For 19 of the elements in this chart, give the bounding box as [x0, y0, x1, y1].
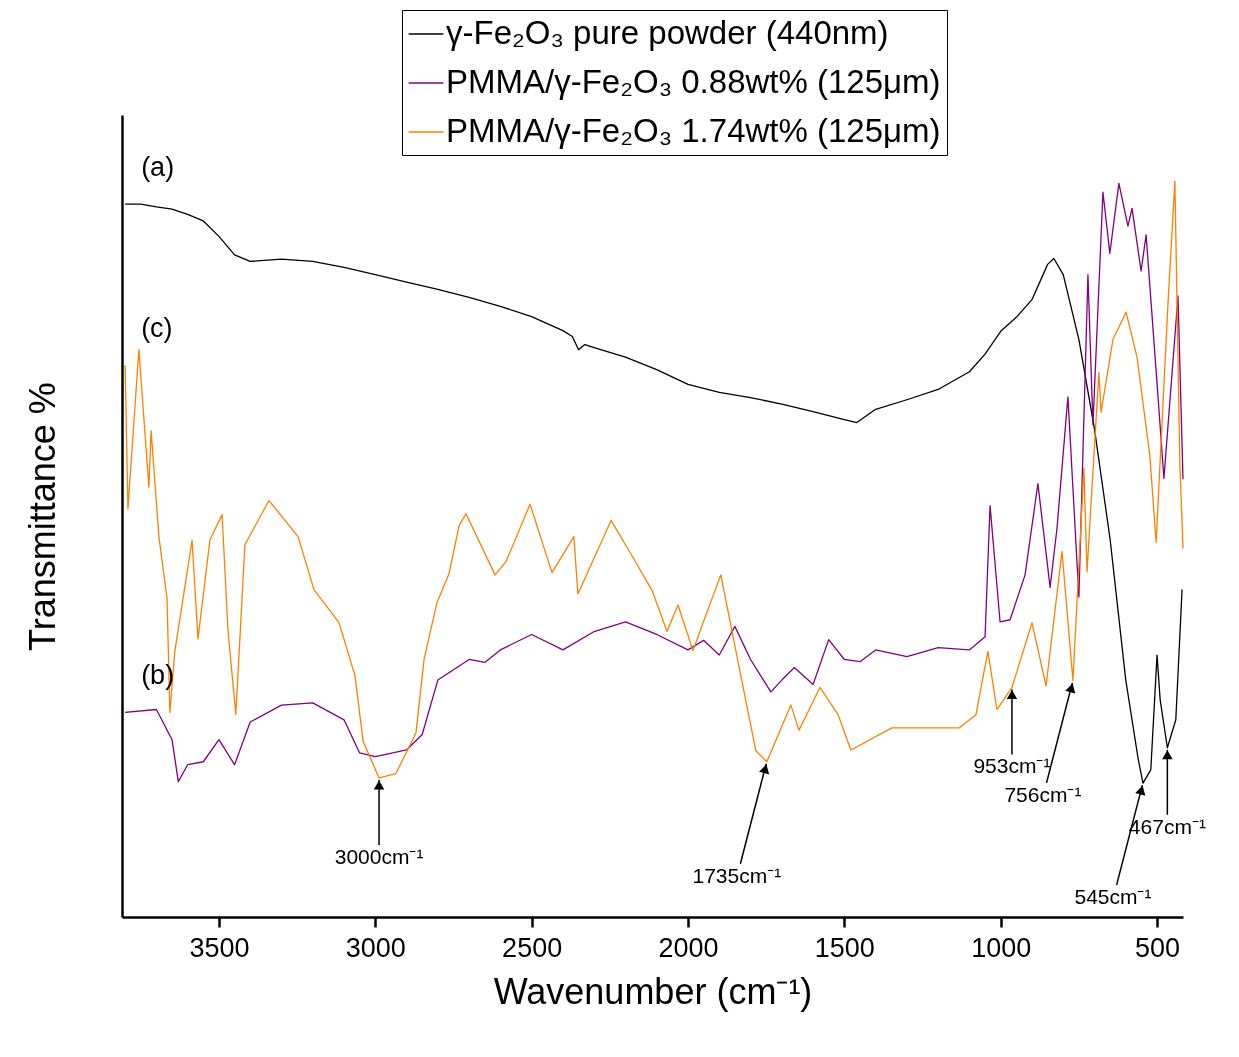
x-tick-label: 3000 [345, 932, 406, 963]
annotation: (a) [141, 152, 175, 183]
annotation: 953cm⁻¹ [973, 754, 1051, 778]
annotation: (c) [141, 313, 173, 344]
annotation: 3000cm⁻¹ [334, 844, 424, 868]
x-tick-label: 2500 [502, 932, 563, 963]
x-tick-label: 1000 [971, 932, 1032, 963]
x-tick-label: 500 [1135, 932, 1181, 963]
x-axis-title: Wavenumber (cm⁻¹) [493, 970, 813, 1012]
legend-label: γ-Fe₂O₃ pure powder (440nm) [446, 14, 889, 51]
annotation: 1735cm⁻¹ [692, 863, 782, 887]
annotation: 756cm⁻¹ [1004, 782, 1082, 806]
annotation: 545cm⁻¹ [1074, 885, 1152, 909]
x-tick-label: 3500 [189, 932, 250, 963]
legend-label: PMMA/γ-Fe₂O₃ 1.74wt% (125μm) [446, 112, 941, 149]
legend-label: PMMA/γ-Fe₂O₃ 0.88wt% (125μm) [446, 63, 941, 100]
x-tick-label: 1500 [814, 932, 875, 963]
y-axis-title: Transmittance % [21, 382, 63, 651]
x-tick-label: 2000 [658, 932, 719, 963]
